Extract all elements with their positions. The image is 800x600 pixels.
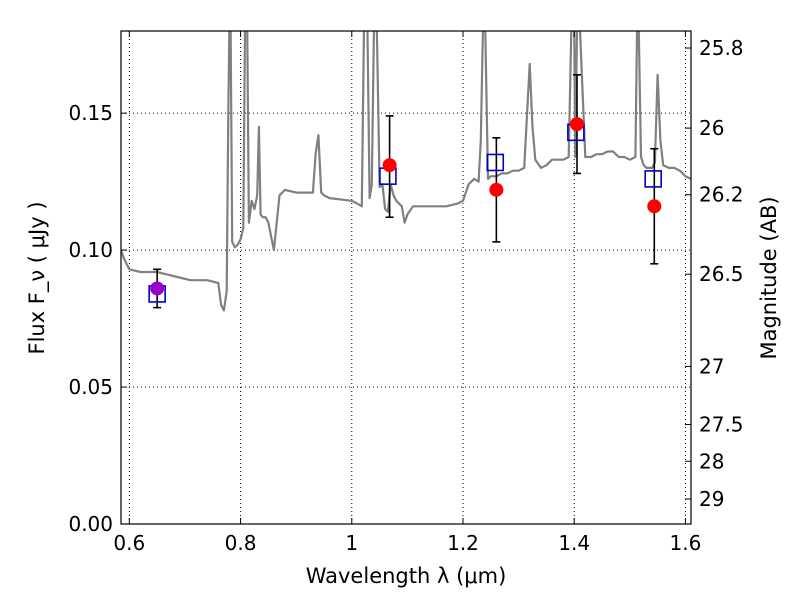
x-tick-label: 0.6 [113, 531, 145, 555]
y2-tick-label: 28 [699, 449, 724, 473]
y-axis-label: Flux F_ν ( μJy ) [25, 201, 50, 354]
y2-axis-ticks: 25.8 26 26.2 26.5 27 27.5 28 29 [685, 36, 744, 511]
y2-tick-label: 26 [699, 116, 724, 140]
observed-circle [150, 281, 165, 296]
model-square [486, 153, 505, 172]
y2-axis-label: Magnitude (AB) [757, 196, 781, 359]
observed-photometry-points [150, 117, 662, 296]
model-square [644, 170, 662, 188]
y2-tick-label: 26.5 [699, 262, 744, 286]
x-tick-label: 0.8 [225, 531, 257, 555]
y2-tick-label: 26.2 [699, 183, 744, 207]
x-tick-label: 1.4 [558, 531, 590, 555]
y-tick-label: 0.00 [68, 512, 113, 536]
observed-circle [570, 117, 584, 132]
y-tick-label: 0.10 [68, 238, 113, 262]
y2-tick-label: 27 [699, 354, 724, 378]
y-axis-ticks: 0.00 0.05 0.10 0.15 [68, 101, 127, 536]
y-tick-label: 0.05 [68, 375, 113, 399]
x-tick-label: 1.6 [670, 531, 702, 555]
observed-circle [489, 182, 504, 197]
x-axis-label: Wavelength λ (μm) [306, 564, 507, 588]
x-tick-label: 1 [345, 531, 358, 555]
y2-tick-label: 25.8 [699, 36, 744, 60]
x-tick-label: 1.2 [447, 531, 479, 555]
plot-frame [120, 30, 692, 525]
observed-circle [647, 199, 662, 214]
y2-tick-label: 27.5 [699, 413, 744, 437]
y-tick-label: 0.15 [68, 101, 113, 125]
x-axis-ticks: 0.6 0.8 1 1.2 1.4 1.6 [113, 31, 701, 555]
plot-background [121, 31, 691, 524]
model-spectrum [121, 31, 691, 312]
observed-circle [382, 158, 397, 173]
plot-area [121, 31, 691, 312]
y2-tick-label: 29 [699, 487, 724, 511]
spectrum-line [121, 31, 691, 312]
